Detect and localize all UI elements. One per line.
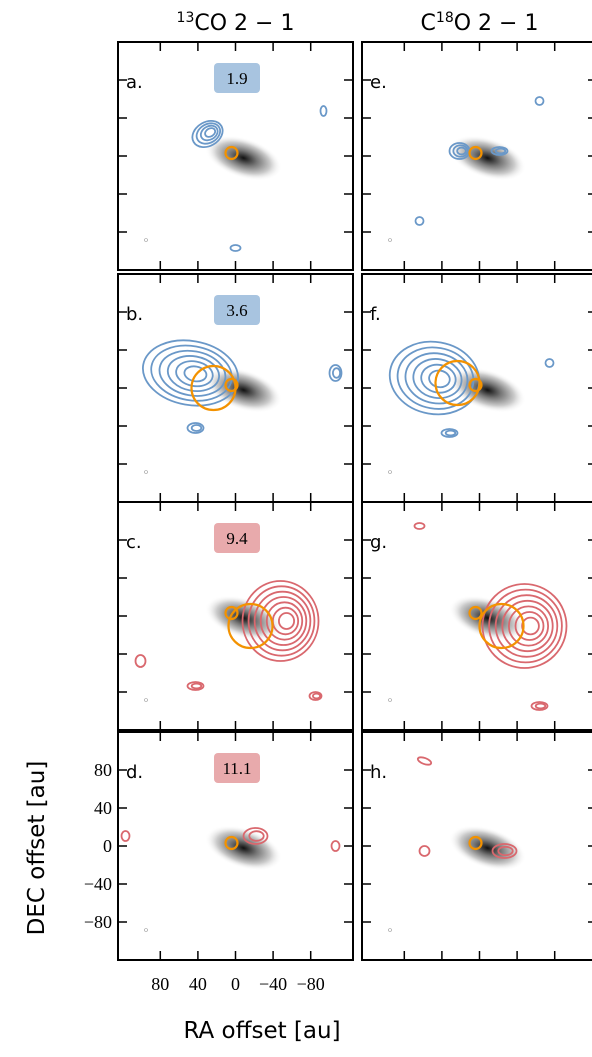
velocity-label: 3.6 (226, 301, 247, 320)
panel (362, 42, 592, 270)
panel-letter: h. (370, 762, 387, 783)
panel (362, 274, 592, 502)
velocity-label: 9.4 (226, 529, 248, 548)
panel-letter: d. (126, 762, 143, 783)
column-title: C18O 2 − 1 (421, 10, 539, 36)
panel-letter: c. (126, 532, 142, 553)
x-axis-label: RA offset [au] (183, 1018, 340, 1044)
column-title: 13CO 2 − 1 (177, 10, 295, 36)
y-tick-label: −80 (84, 912, 112, 932)
y-axis-label: DEC offset [au] (24, 761, 50, 936)
x-tick-label: 0 (231, 974, 240, 994)
panel (362, 732, 592, 960)
title-superscript: 18 (436, 10, 454, 26)
x-tick-label: −80 (297, 974, 325, 994)
y-tick-label: 40 (94, 798, 112, 818)
y-tick-label: 80 (94, 760, 112, 780)
x-tick-label: 40 (189, 974, 207, 994)
panel-letter: a. (126, 72, 143, 93)
panel (362, 502, 592, 730)
y-tick-label: 0 (103, 836, 112, 856)
chart: RA offset [au] DEC offset [au] 13CO 2 − … (0, 0, 592, 1057)
title-part: O 2 − 1 (454, 11, 539, 36)
title-superscript: 13 (177, 10, 195, 26)
velocity-label: 11.1 (222, 759, 251, 778)
x-tick-label: 80 (151, 974, 169, 994)
x-tick-label: −40 (259, 974, 287, 994)
panel-letter: e. (370, 72, 387, 93)
title-part: CO 2 − 1 (194, 11, 294, 36)
velocity-label: 1.9 (226, 69, 247, 88)
title-part: C (421, 11, 436, 36)
y-tick-label: −40 (84, 874, 112, 894)
panel-letter: b. (126, 304, 143, 325)
panel-letter: g. (370, 532, 387, 553)
panel-letter: f. (370, 304, 381, 325)
